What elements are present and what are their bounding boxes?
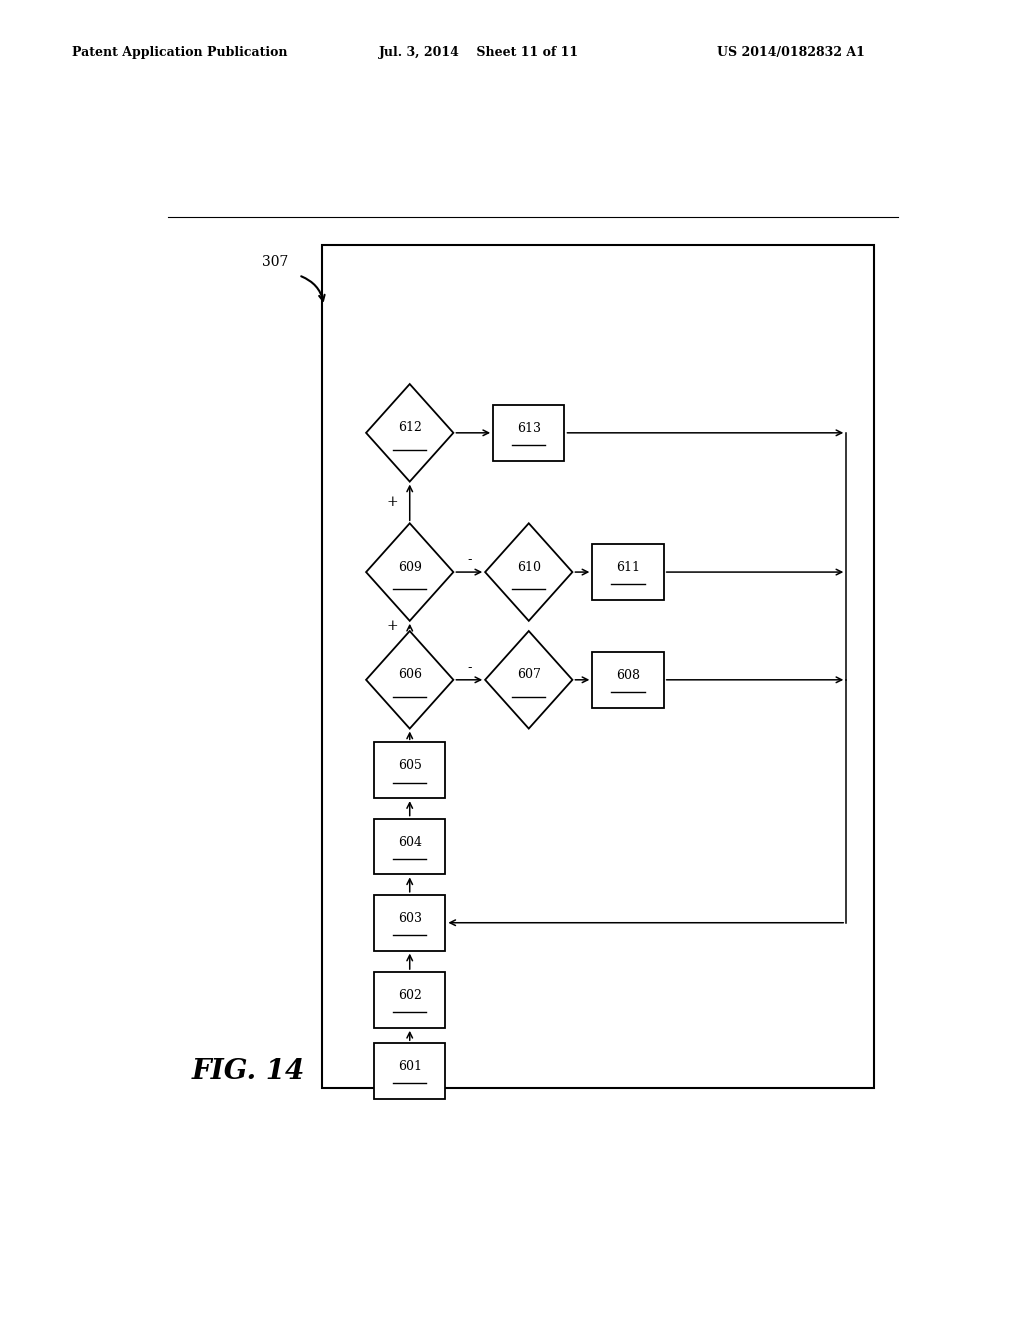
Bar xyxy=(374,895,445,950)
Bar xyxy=(374,972,445,1028)
Bar xyxy=(374,742,445,799)
Polygon shape xyxy=(367,631,454,729)
Text: 602: 602 xyxy=(397,989,422,1002)
Bar xyxy=(494,405,564,461)
Text: 607: 607 xyxy=(517,668,541,681)
Text: 610: 610 xyxy=(517,561,541,574)
Text: Jul. 3, 2014    Sheet 11 of 11: Jul. 3, 2014 Sheet 11 of 11 xyxy=(379,46,579,59)
Bar xyxy=(323,244,874,1089)
Text: 603: 603 xyxy=(397,912,422,925)
Bar xyxy=(374,818,445,874)
Text: 609: 609 xyxy=(397,561,422,574)
Text: +: + xyxy=(386,619,398,634)
Text: 601: 601 xyxy=(397,1060,422,1073)
Text: Patent Application Publication: Patent Application Publication xyxy=(72,46,287,59)
Bar xyxy=(592,652,664,708)
Text: US 2014/0182832 A1: US 2014/0182832 A1 xyxy=(717,46,864,59)
Text: 604: 604 xyxy=(397,836,422,849)
Text: 611: 611 xyxy=(616,561,640,574)
Text: 613: 613 xyxy=(517,422,541,434)
Text: +: + xyxy=(386,495,398,510)
Text: FIG. 14: FIG. 14 xyxy=(191,1059,305,1085)
Polygon shape xyxy=(485,523,572,620)
Text: 612: 612 xyxy=(397,421,422,434)
Text: 307: 307 xyxy=(261,255,288,269)
Polygon shape xyxy=(367,384,454,482)
Text: -: - xyxy=(467,553,471,566)
Text: 606: 606 xyxy=(397,668,422,681)
Text: 608: 608 xyxy=(616,669,640,682)
Text: 605: 605 xyxy=(397,759,422,772)
Bar xyxy=(592,544,664,601)
Bar xyxy=(374,1043,445,1100)
Text: -: - xyxy=(467,661,471,675)
Polygon shape xyxy=(367,523,454,620)
Polygon shape xyxy=(485,631,572,729)
